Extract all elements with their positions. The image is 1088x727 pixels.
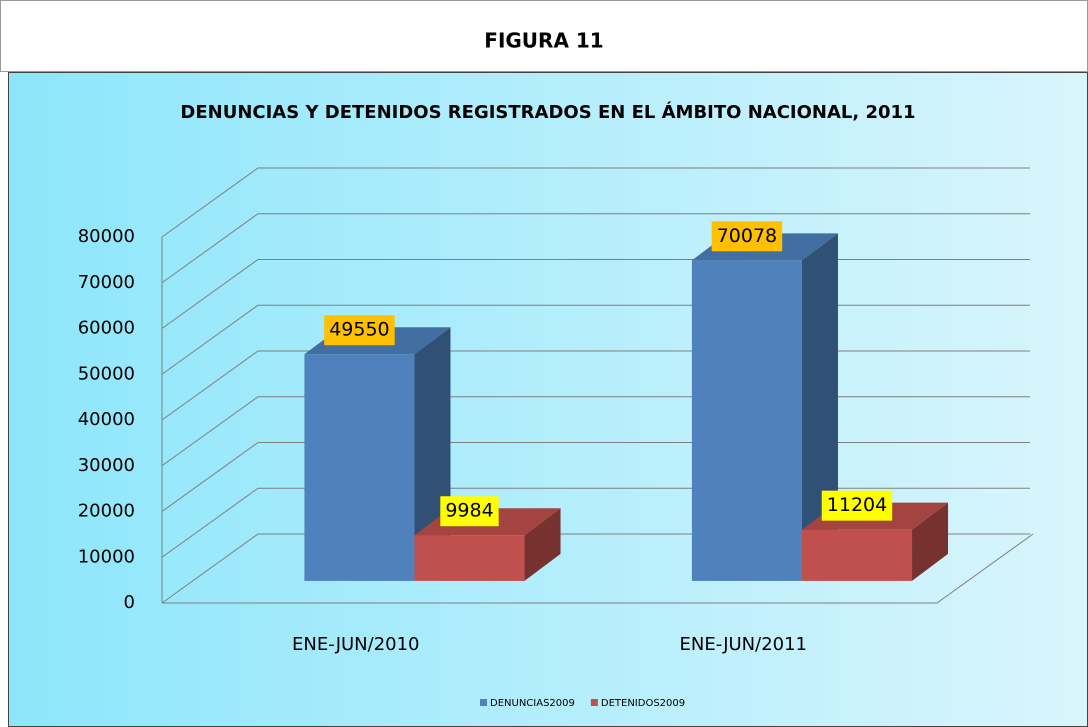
header-title: FIGURA 11 <box>484 29 603 53</box>
bar <box>414 535 525 581</box>
data-label-box <box>324 315 395 346</box>
data-label: 70078 <box>717 225 777 247</box>
chart-title: DENUNCIAS Y DETENIDOS REGISTRADOS EN EL … <box>180 101 915 123</box>
data-label: 11204 <box>827 494 887 516</box>
y-tick-label: 70000 <box>78 272 135 293</box>
grid-line <box>161 213 1030 284</box>
data-label: 49550 <box>329 319 389 341</box>
y-tick-label: 80000 <box>78 226 135 247</box>
x-tick-label: ENE-JUN/2010 <box>292 634 420 655</box>
data-label-box <box>440 496 499 527</box>
chart-area <box>8 72 1088 727</box>
y-tick-label: 10000 <box>78 546 135 567</box>
data-label-box <box>711 221 783 252</box>
bar-side <box>524 508 561 581</box>
bar <box>801 529 913 581</box>
header-box <box>0 0 1088 72</box>
data-label: 9984 <box>445 500 493 522</box>
grid-line <box>161 167 1030 238</box>
y-tick-label: 60000 <box>78 318 135 339</box>
floor-edge <box>162 533 1034 604</box>
data-label-box <box>821 490 893 521</box>
legend-label: DENUNCIAS2009 <box>490 698 575 709</box>
y-tick-label: 20000 <box>78 501 135 522</box>
y-tick-label: 0 <box>124 592 135 613</box>
bar <box>691 260 802 581</box>
legend-swatch <box>480 699 487 706</box>
legend-label: DETENIDOS2009 <box>601 698 685 709</box>
x-tick-label: ENE-JUN/2011 <box>679 634 807 655</box>
bar-side <box>912 502 949 581</box>
legend-swatch <box>590 699 598 706</box>
y-tick-label: 40000 <box>78 409 135 430</box>
y-tick-label: 30000 <box>78 455 135 476</box>
bar <box>304 354 415 581</box>
y-tick-label: 50000 <box>78 363 135 384</box>
